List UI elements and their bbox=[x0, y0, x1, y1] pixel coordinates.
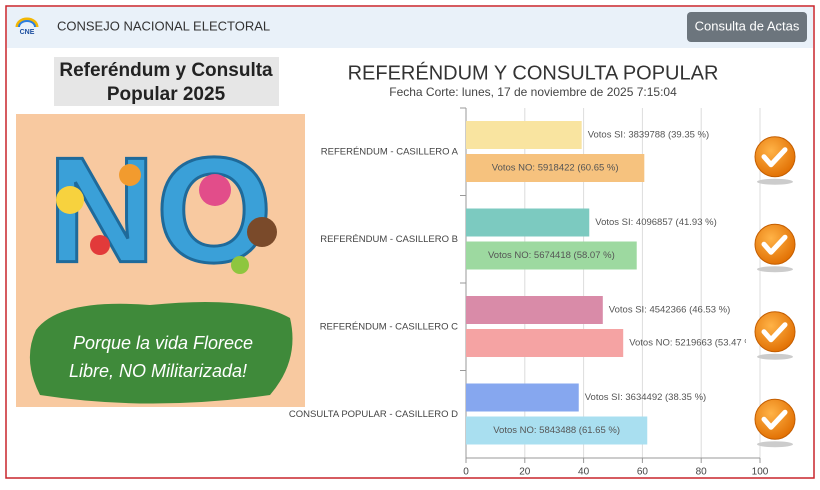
logo-text: CNE bbox=[20, 29, 35, 36]
check-shadow bbox=[757, 178, 793, 185]
y-tick-label: REFERÉNDUM - CASILLERO C bbox=[320, 321, 458, 332]
check-circle bbox=[754, 223, 796, 265]
data-label: Votos NO: 5219663 (53.47 %) bbox=[629, 338, 756, 349]
bar bbox=[466, 383, 579, 412]
poster-slogan: Libre, NO Militarizada! bbox=[69, 361, 247, 381]
y-tick-label: REFERÉNDUM - CASILLERO A bbox=[321, 146, 459, 157]
check-icon bbox=[754, 311, 796, 360]
bar bbox=[466, 154, 645, 182]
check-mark bbox=[761, 147, 788, 168]
data-label: Votos SI: 4096857 (41.93 %) bbox=[595, 217, 716, 228]
chart-title: REFERÉNDUM Y CONSULTA POPULAR bbox=[348, 61, 719, 84]
header-bar bbox=[7, 7, 813, 48]
sidebar-title: Popular 2025 bbox=[107, 84, 226, 105]
chart-subtitle: Fecha Corte: lunes, 17 de noviembre de 2… bbox=[389, 85, 677, 99]
check-circle bbox=[754, 311, 796, 353]
data-label: Votos SI: 4542366 (46.53 %) bbox=[609, 305, 730, 316]
x-tick-label: 40 bbox=[578, 467, 590, 478]
sidebar-title-box bbox=[54, 57, 279, 106]
x-tick-label: 100 bbox=[752, 467, 769, 478]
x-tick-label: 20 bbox=[519, 467, 531, 478]
check-shadow bbox=[757, 441, 793, 448]
data-label: Votos NO: 5918422 (60.65 %) bbox=[492, 163, 619, 174]
bar bbox=[466, 329, 624, 357]
x-tick-label: 0 bbox=[463, 467, 469, 478]
poster-slogan: Porque la vida Florece bbox=[73, 333, 253, 353]
bar bbox=[466, 208, 590, 237]
button-label[interactable]: Consulta de Actas bbox=[695, 18, 800, 33]
check-mark bbox=[761, 322, 788, 343]
bar bbox=[466, 121, 582, 149]
bar bbox=[466, 241, 637, 270]
poster: NO Porque la vida Florece Libre, NO Mili… bbox=[16, 114, 305, 407]
check-circle bbox=[754, 398, 796, 440]
check-shadow bbox=[757, 353, 793, 360]
sidebar-title: Referéndum y Consulta bbox=[59, 60, 273, 81]
check-shadow bbox=[757, 266, 793, 273]
check-circle bbox=[754, 136, 796, 178]
data-label: Votos NO: 5674418 (58.07 %) bbox=[488, 250, 615, 261]
check-mark bbox=[761, 409, 788, 430]
data-label: Votos SI: 3634492 (38.35 %) bbox=[585, 392, 706, 403]
check-mark bbox=[761, 234, 788, 255]
bar bbox=[466, 296, 603, 324]
check-icon bbox=[754, 136, 796, 185]
button-bg[interactable] bbox=[687, 12, 807, 42]
button[interactable]: Consulta de Actas bbox=[687, 12, 807, 42]
y-tick-label: CONSULTA POPULAR - CASILLERO D bbox=[289, 409, 458, 420]
x-tick-label: 80 bbox=[696, 467, 708, 478]
x-tick-label: 60 bbox=[637, 467, 649, 478]
data-label: Votos SI: 3839788 (39.35 %) bbox=[588, 130, 709, 141]
check-icon bbox=[754, 398, 796, 448]
header-title: CONSEJO NACIONAL ELECTORAL bbox=[57, 18, 270, 33]
data-label: Votos NO: 5843488 (61.65 %) bbox=[493, 425, 620, 436]
check-icon bbox=[754, 223, 796, 273]
bars: Votos SI: 3839788 (39.35 %) Votos NO: 591… bbox=[466, 121, 756, 445]
logo: CNE bbox=[15, 17, 39, 36]
bar bbox=[466, 416, 648, 445]
y-tick-label: REFERÉNDUM - CASILLERO B bbox=[320, 234, 458, 245]
